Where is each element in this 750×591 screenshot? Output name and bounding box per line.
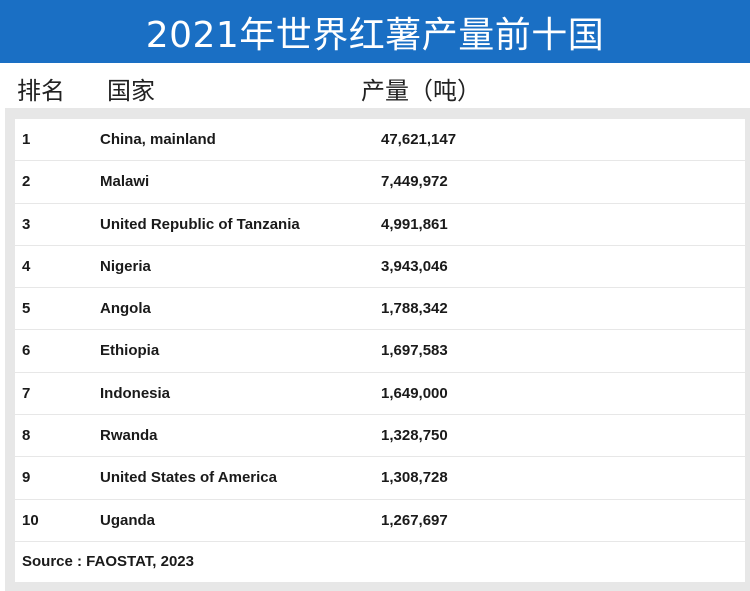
source-text: Source : FAOSTAT, 2023 bbox=[22, 552, 194, 570]
table-row: 8 Rwanda 1,328,750 bbox=[15, 415, 745, 457]
table-row: 1 China, mainland 47,621,147 bbox=[15, 119, 745, 161]
country-cell: Angola bbox=[100, 300, 151, 318]
production-cell: 1,267,697 bbox=[381, 511, 448, 529]
page-title: 2021年世界红薯产量前十国 bbox=[145, 14, 605, 56]
country-cell: Malawi bbox=[100, 173, 150, 191]
country-cell: Nigeria bbox=[100, 257, 151, 275]
country-cell: Ethiopia bbox=[100, 342, 160, 360]
table-row: 2 Malawi 7,449,972 bbox=[15, 161, 745, 203]
country-cell: China, mainland bbox=[100, 131, 216, 148]
production-cell: 4,991,861 bbox=[381, 215, 448, 233]
production-cell: 47,621,147 bbox=[381, 131, 457, 148]
table-container: 1 China, mainland 47,621,147 2 Malawi 7,… bbox=[5, 108, 750, 591]
rank-cell: 3 bbox=[22, 215, 31, 233]
header-production: 产量（吨） bbox=[361, 77, 481, 105]
production-cell: 1,328,750 bbox=[381, 427, 448, 445]
rank-cell: 4 bbox=[22, 257, 31, 275]
production-cell: 3,943,046 bbox=[381, 257, 448, 275]
rank-cell: 5 bbox=[22, 300, 31, 318]
rank-cell: 6 bbox=[22, 342, 31, 360]
title-bar: 2021年世界红薯产量前十国 bbox=[0, 0, 750, 63]
rank-cell: 1 bbox=[22, 131, 31, 148]
table-row: 6 Ethiopia 1,697,583 bbox=[15, 330, 745, 372]
header-rank: 排名 bbox=[17, 77, 65, 105]
country-cell: Rwanda bbox=[100, 427, 158, 445]
rank-cell: 8 bbox=[22, 427, 31, 445]
table-row: 9 United States of America 1,308,728 bbox=[15, 457, 745, 499]
table-row: 5 Angola 1,788,342 bbox=[15, 288, 745, 330]
production-cell: 1,697,583 bbox=[381, 342, 448, 360]
rank-cell: 7 bbox=[22, 384, 31, 402]
table-row: 4 Nigeria 3,943,046 bbox=[15, 245, 745, 288]
production-cell: 7,449,972 bbox=[381, 173, 448, 191]
country-cell: Uganda bbox=[100, 511, 156, 529]
country-cell: United Republic of Tanzania bbox=[100, 215, 300, 233]
production-cell: 1,788,342 bbox=[381, 300, 448, 318]
rank-cell: 9 bbox=[22, 469, 31, 487]
data-table: 1 China, mainland 47,621,147 2 Malawi 7,… bbox=[15, 119, 745, 582]
production-cell: 1,649,000 bbox=[381, 384, 448, 402]
rank-cell: 10 bbox=[22, 511, 39, 529]
table-row: 10 Uganda 1,267,697 bbox=[15, 499, 745, 541]
country-cell: United States of America bbox=[100, 469, 277, 487]
header-country: 国家 bbox=[107, 77, 155, 105]
rank-cell: 2 bbox=[22, 173, 31, 191]
production-cell: 1,308,728 bbox=[381, 469, 448, 487]
source-footer: Source : FAOSTAT, 2023 bbox=[15, 541, 745, 582]
table-header: 排名 国家 产量（吨） bbox=[0, 63, 750, 108]
table-row: 3 United Republic of Tanzania 4,991,861 bbox=[15, 203, 745, 245]
table-row: 7 Indonesia 1,649,000 bbox=[15, 372, 745, 415]
country-cell: Indonesia bbox=[100, 384, 171, 402]
